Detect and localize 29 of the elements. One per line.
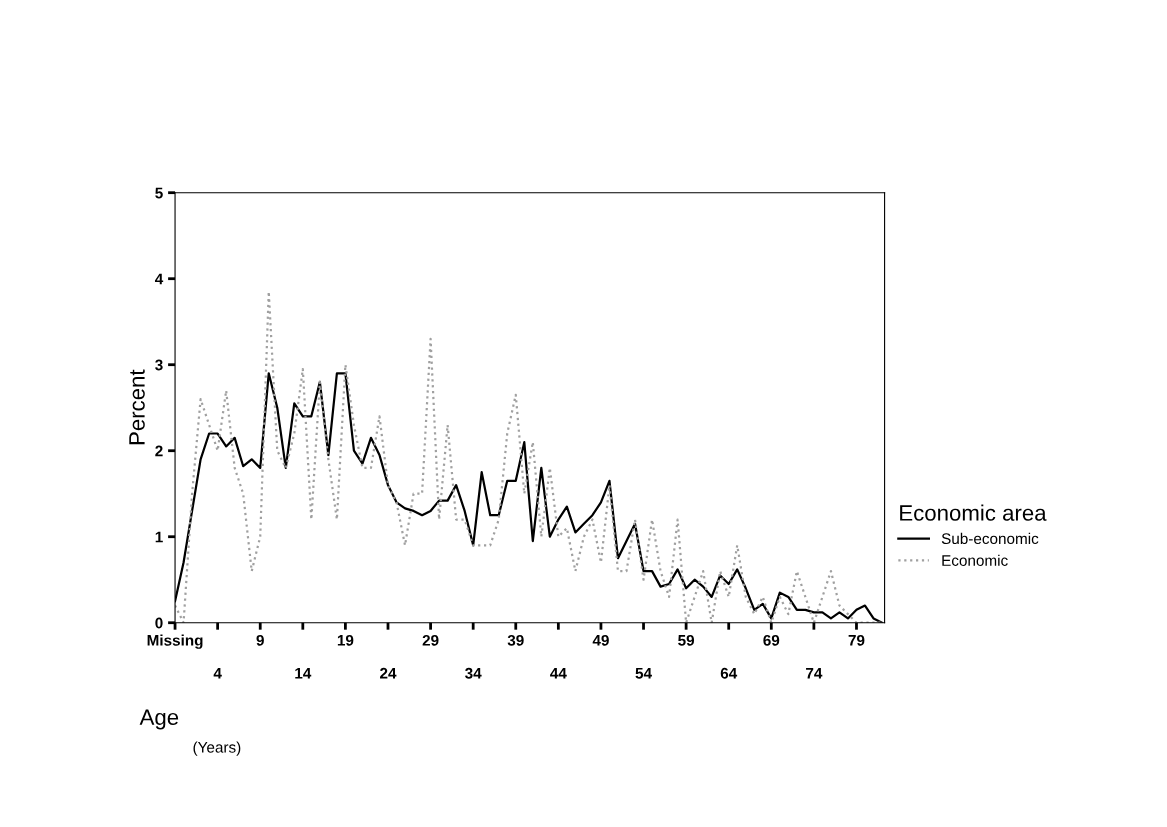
legend-label: Economic: [942, 554, 1008, 566]
x-tick-label: 59: [678, 634, 695, 646]
legend-title: Economic area: [900, 504, 1047, 521]
x-tick-label: 64: [720, 667, 738, 679]
y-tick-label: 1: [155, 531, 163, 543]
y-tick-label: 0: [155, 617, 163, 629]
x-tick-label: 14: [295, 668, 312, 679]
x-tick-label: 39: [507, 634, 524, 646]
x-tick-label: Missing: [147, 634, 203, 649]
y-axis-title: Percent: [129, 369, 145, 445]
y-tick-label: 2: [155, 445, 163, 457]
x-tick-label: 74: [806, 668, 823, 679]
x-tick-label: 79: [848, 634, 865, 646]
y-tick-label: 3: [155, 359, 163, 371]
x-tick-label: 19: [337, 634, 354, 646]
x-axis-title: Age: [139, 709, 179, 730]
x-tick-label: 29: [422, 634, 439, 646]
x-tick-label: 49: [592, 634, 609, 646]
x-tick-label: 54: [635, 668, 652, 679]
y-tick-label: 5: [155, 187, 163, 199]
y-tick-label: 4: [154, 273, 164, 285]
text: (Years): [193, 741, 241, 756]
x-tick-label: 44: [550, 668, 567, 679]
x-tick-label: 9: [256, 634, 264, 646]
x-tick-label: 69: [763, 634, 780, 646]
x-tick-label: 4: [213, 668, 222, 679]
x-tick-label: 24: [380, 667, 397, 679]
legend-label: Sub-economic: [941, 532, 1039, 545]
x-tick-label: 34: [465, 667, 482, 679]
